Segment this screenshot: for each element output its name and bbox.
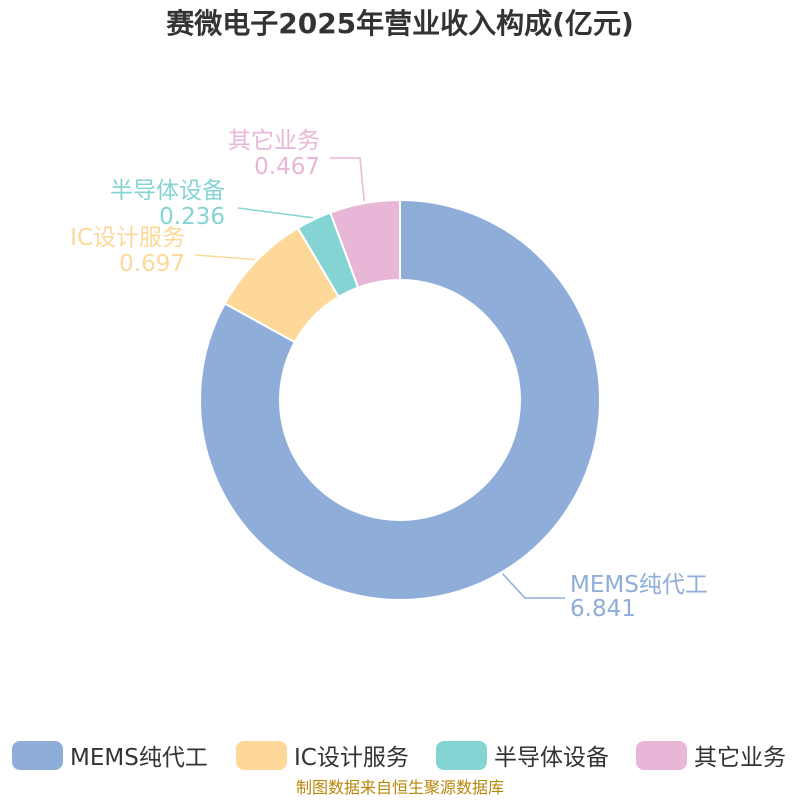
source-note: 制图数据来自恒生聚源数据库 bbox=[295, 778, 504, 797]
legend-swatch-mems bbox=[12, 740, 63, 770]
slice-label-name-equipment: 半导体设备 bbox=[110, 178, 225, 204]
legend-swatch-other bbox=[636, 740, 687, 770]
legend-label-mems: MEMS纯代工 bbox=[70, 745, 208, 771]
legend-item-equipment[interactable]: 半导体设备 bbox=[436, 737, 609, 773]
label-line-equipment bbox=[237, 207, 313, 219]
legend-swatch-equipment bbox=[436, 740, 487, 770]
legend-label-other: 其它业务 bbox=[694, 745, 786, 771]
slice-label-value-other: 0.467 bbox=[254, 154, 320, 180]
chart-title: 赛微电子2025年营业收入构成(亿元) bbox=[166, 7, 634, 40]
legend-swatch-ic-design bbox=[236, 740, 287, 770]
slice-mems[interactable] bbox=[199, 198, 601, 601]
slice-label-value-mems: 6.841 bbox=[570, 596, 636, 622]
slice-label-name-other: 其它业务 bbox=[228, 128, 320, 154]
legend-item-ic-design[interactable]: IC设计服务 bbox=[236, 737, 409, 773]
legend-item-other[interactable]: 其它业务 bbox=[636, 737, 786, 773]
slice-label-value-ic-design: 0.697 bbox=[119, 251, 185, 277]
legend-label-ic-design: IC设计服务 bbox=[294, 745, 409, 771]
legend-item-mems[interactable]: MEMS纯代工 bbox=[12, 737, 208, 773]
label-line-other bbox=[330, 157, 365, 202]
label-line-ic-design bbox=[194, 254, 255, 261]
legend-label-equipment: 半导体设备 bbox=[494, 745, 609, 771]
legend: MEMS纯代工 IC设计服务 半导体设备 其它业务 bbox=[0, 737, 800, 773]
slice-label-name-mems: MEMS纯代工 bbox=[570, 572, 708, 598]
slice-label-value-equipment: 0.236 bbox=[159, 204, 225, 230]
slice-label-name-ic-design: IC设计服务 bbox=[70, 225, 185, 251]
label-line-mems bbox=[502, 573, 565, 599]
slice-other[interactable] bbox=[328, 198, 401, 289]
